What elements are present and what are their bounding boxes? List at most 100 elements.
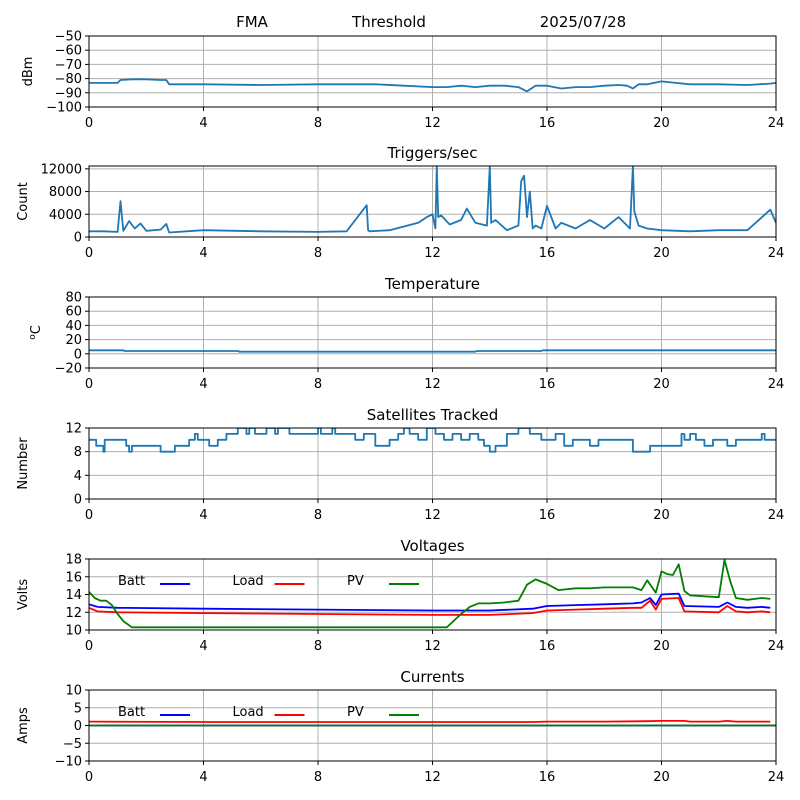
- y-tick-label: 20: [65, 333, 82, 348]
- y-tick-label: 0: [74, 347, 82, 362]
- x-tick-label: 16: [539, 377, 556, 392]
- y-tick-label: 4: [74, 469, 82, 484]
- series-group: [89, 559, 771, 629]
- y-tick-label: −5: [63, 737, 82, 752]
- panel-title: Voltages: [400, 537, 464, 555]
- y-axis-label: Volts: [16, 579, 31, 611]
- x-tick-label: 8: [314, 377, 322, 392]
- series-group: [89, 428, 776, 453]
- panel-title: Temperature: [384, 275, 480, 293]
- header-station: FMA: [236, 13, 269, 31]
- series-group: [89, 349, 776, 353]
- x-tick-label: 20: [653, 770, 670, 785]
- series-line-0: [89, 78, 776, 93]
- x-tick-label: 0: [85, 770, 93, 785]
- chart-panel-0: 0 4 8 12 16 20 24 −100−90−80−70−60−50 dBm: [21, 30, 784, 132]
- legend-label-pv: PV: [347, 705, 364, 720]
- y-axis-label: oC: [28, 325, 44, 340]
- y-tick-label: 10: [65, 624, 82, 639]
- x-tick-label: 8: [314, 246, 322, 261]
- chart-panel-3: 0 4 8 12 16 20 24 0 4 8 12 Satellites Tracked Number: [16, 406, 784, 523]
- x-tick-label: 4: [199, 377, 207, 392]
- y-tick-label: −70: [55, 58, 82, 73]
- x-tick-label: 0: [85, 508, 93, 523]
- x-tick-label: 8: [314, 639, 322, 654]
- series-line-0: [89, 428, 776, 453]
- series-group: [89, 720, 776, 727]
- x-tick-label: 20: [653, 508, 670, 523]
- x-tick-label: 4: [199, 639, 207, 654]
- y-tick-label: −10: [55, 755, 82, 770]
- x-tick-label: 16: [539, 116, 556, 131]
- y-tick-label: 4000: [49, 208, 82, 223]
- y-tick-label: 18: [65, 553, 82, 568]
- y-axis-label: Number: [16, 437, 31, 490]
- x-tick-label: 20: [653, 639, 670, 654]
- series-line-0: [89, 349, 776, 353]
- x-tick-label: 12: [424, 116, 441, 131]
- x-tick-label: 4: [199, 770, 207, 785]
- y-tick-label: 0: [74, 719, 82, 734]
- x-tick-label: 16: [539, 246, 556, 261]
- y-tick-label: 0: [74, 493, 82, 508]
- chart-panel-5: 0 4 8 12 16 20 24 −10 −5 0 5 10 Currents Amps Batt Load…: [16, 668, 784, 785]
- legend-label-pv: PV: [347, 574, 364, 589]
- x-tick-label: 0: [85, 116, 93, 131]
- x-tick-label: 12: [424, 770, 441, 785]
- figure-header: FMA Threshold 2025/07/28: [236, 13, 626, 31]
- legend-label-batt: Batt: [118, 574, 145, 589]
- x-tick-label: 0: [85, 377, 93, 392]
- y-tick-label: −60: [55, 44, 82, 59]
- y-axis-label: dBm: [21, 57, 36, 87]
- y-tick-label: 0: [74, 231, 82, 246]
- y-tick-label: 12: [65, 422, 82, 437]
- x-tick-label: 12: [424, 639, 441, 654]
- x-tick-label: 12: [424, 246, 441, 261]
- y-axis-label-sup: o: [28, 334, 38, 340]
- x-tick-label: 8: [314, 770, 322, 785]
- x-tick-label: 24: [768, 508, 785, 523]
- series-group: [89, 166, 776, 234]
- y-tick-label: 8000: [49, 185, 82, 200]
- header-mode: Threshold: [351, 13, 426, 31]
- legend-label-load: Load: [233, 574, 264, 589]
- chart-panel-1: 0 4 8 12 16 20 24 0 4000 8000 12000 Triggers/sec Cou…: [16, 144, 784, 261]
- y-tick-label: 60: [65, 305, 82, 320]
- series-line-load: [89, 597, 771, 616]
- series-line-0: [89, 166, 776, 234]
- legend: Batt Load PV: [118, 705, 419, 720]
- panel-title: Currents: [400, 668, 464, 686]
- y-tick-label: 40: [65, 319, 82, 334]
- y-tick-label: 10: [65, 684, 82, 699]
- y-tick-label: −100: [46, 101, 82, 116]
- series-line-batt: [89, 592, 771, 612]
- x-tick-label: 8: [314, 508, 322, 523]
- panel-title: Satellites Tracked: [367, 406, 498, 424]
- y-tick-label: −80: [55, 72, 82, 87]
- x-tick-label: 4: [199, 508, 207, 523]
- y-axis-label: Count: [16, 182, 31, 221]
- y-tick-label: 80: [65, 291, 82, 306]
- x-tick-label: 16: [539, 508, 556, 523]
- x-tick-label: 24: [768, 246, 785, 261]
- panel-title: Triggers/sec: [387, 144, 478, 162]
- y-tick-label: 16: [65, 570, 82, 585]
- series-group: [89, 78, 776, 93]
- x-tick-label: 4: [199, 116, 207, 131]
- x-tick-label: 4: [199, 246, 207, 261]
- x-tick-label: 16: [539, 639, 556, 654]
- x-tick-label: 20: [653, 116, 670, 131]
- legend: Batt Load PV: [118, 574, 419, 589]
- y-tick-label: 12: [65, 606, 82, 621]
- x-tick-label: 24: [768, 639, 785, 654]
- chart-panel-4: 0 4 8 12 16 20 24 10 12 14 16 18 Voltages Volts Batt Lo…: [16, 537, 784, 654]
- legend-label-load: Load: [233, 705, 264, 720]
- x-tick-label: 20: [653, 377, 670, 392]
- x-tick-label: 0: [85, 246, 93, 261]
- y-axis-label-base: C: [29, 325, 44, 334]
- y-tick-label: 8: [74, 445, 82, 460]
